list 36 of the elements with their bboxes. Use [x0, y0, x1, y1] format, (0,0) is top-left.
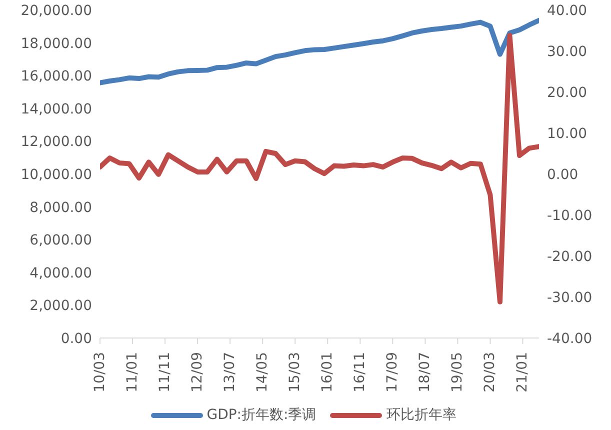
y-tick-label: 18,000.00: [20, 36, 92, 52]
y-tick-label: 10,000.00: [20, 166, 92, 183]
x-tick-label: 16/11: [352, 352, 368, 392]
y2-tick-label: -40.00: [547, 330, 592, 347]
y2-tick-label: 10.00: [547, 126, 588, 142]
x-tick-label: 16/01: [320, 352, 336, 392]
x-tick-label: 20/03: [482, 352, 498, 392]
x-tick-label: 17/09: [384, 352, 401, 392]
y-tick-label: 20,000.00: [20, 2, 92, 19]
x-tick-label: 11/01: [124, 352, 141, 392]
y-tick-label: 14,000.00: [20, 101, 92, 118]
y2-tick-label: -20.00: [547, 248, 592, 265]
y2-tick-label: -10.00: [547, 208, 592, 224]
y2-tick-label: 40.00: [547, 2, 588, 19]
x-tick-label: 11/11: [157, 352, 174, 392]
x-tick-label: 10/03: [92, 352, 108, 392]
x-tick-label: 15/03: [287, 352, 304, 392]
y2-tick-label: 30.00: [547, 44, 588, 60]
x-tick-label: 13/07: [222, 352, 238, 392]
y2-tick-label: 20.00: [547, 84, 588, 101]
x-tick-label: 12/09: [190, 352, 206, 392]
x-tick-label: 14/05: [254, 352, 271, 392]
x-tick-label: 21/01: [514, 352, 531, 392]
y2-tick-label: 0.00: [547, 166, 578, 183]
y-tick-label: 6,000.00: [30, 232, 92, 249]
y-tick-label: 4,000.00: [30, 265, 92, 282]
y-tick-label: 16,000.00: [20, 68, 92, 85]
x-tick-label: 19/05: [450, 352, 466, 392]
y2-tick-label: -30.00: [547, 290, 592, 306]
x-tick-label: 18/07: [417, 352, 434, 392]
y-tick-label: 12,000.00: [20, 134, 92, 150]
legend-label: 环比折年率: [386, 406, 456, 424]
y-tick-label: 2,000.00: [30, 298, 92, 314]
y-tick-label: 0.00: [60, 330, 92, 347]
legend-label: GDP:折年数:季调: [206, 406, 316, 424]
y-tick-label: 8,000.00: [30, 200, 92, 216]
